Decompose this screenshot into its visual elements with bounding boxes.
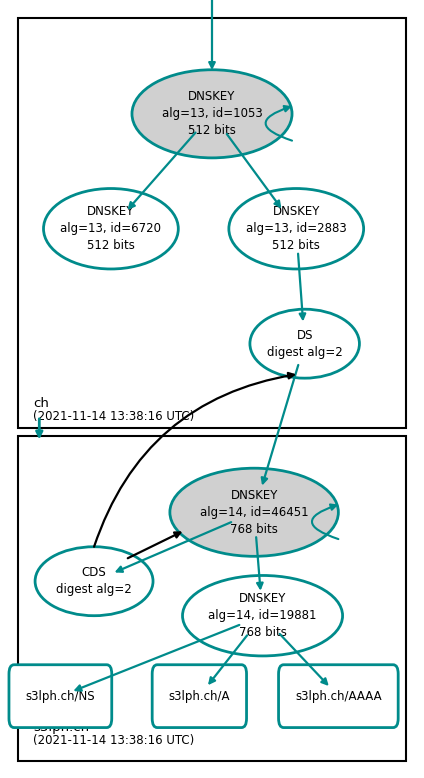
Bar xyxy=(18,436,406,762)
FancyBboxPatch shape xyxy=(152,664,246,727)
FancyBboxPatch shape xyxy=(9,664,112,727)
Ellipse shape xyxy=(170,468,338,556)
Text: DNSKEY
alg=14, id=19881
768 bits: DNSKEY alg=14, id=19881 768 bits xyxy=(208,592,317,640)
Text: (2021-11-14 13:38:16 UTC): (2021-11-14 13:38:16 UTC) xyxy=(33,409,194,422)
Ellipse shape xyxy=(229,188,364,269)
Text: DNSKEY
alg=13, id=1053
512 bits: DNSKEY alg=13, id=1053 512 bits xyxy=(162,90,262,137)
Text: s3lph.ch: s3lph.ch xyxy=(33,721,89,734)
FancyBboxPatch shape xyxy=(279,664,398,727)
Bar xyxy=(18,18,406,428)
Text: DNSKEY
alg=13, id=2883
512 bits: DNSKEY alg=13, id=2883 512 bits xyxy=(246,205,346,252)
Text: s3lph.ch/NS: s3lph.ch/NS xyxy=(25,689,95,703)
Text: DS
digest alg=2: DS digest alg=2 xyxy=(267,328,343,359)
Ellipse shape xyxy=(182,576,343,656)
Ellipse shape xyxy=(35,547,153,615)
Text: s3lph.ch/A: s3lph.ch/A xyxy=(169,689,230,703)
Text: (2021-11-14 13:38:16 UTC): (2021-11-14 13:38:16 UTC) xyxy=(33,734,194,748)
Ellipse shape xyxy=(250,309,360,378)
Text: DNSKEY
alg=14, id=46451
768 bits: DNSKEY alg=14, id=46451 768 bits xyxy=(200,489,308,536)
Text: s3lph.ch/AAAA: s3lph.ch/AAAA xyxy=(295,689,382,703)
Ellipse shape xyxy=(44,188,179,269)
Text: ch: ch xyxy=(33,398,49,410)
Text: CDS
digest alg=2: CDS digest alg=2 xyxy=(56,566,132,596)
Ellipse shape xyxy=(132,70,292,158)
Text: DNSKEY
alg=13, id=6720
512 bits: DNSKEY alg=13, id=6720 512 bits xyxy=(60,205,162,252)
